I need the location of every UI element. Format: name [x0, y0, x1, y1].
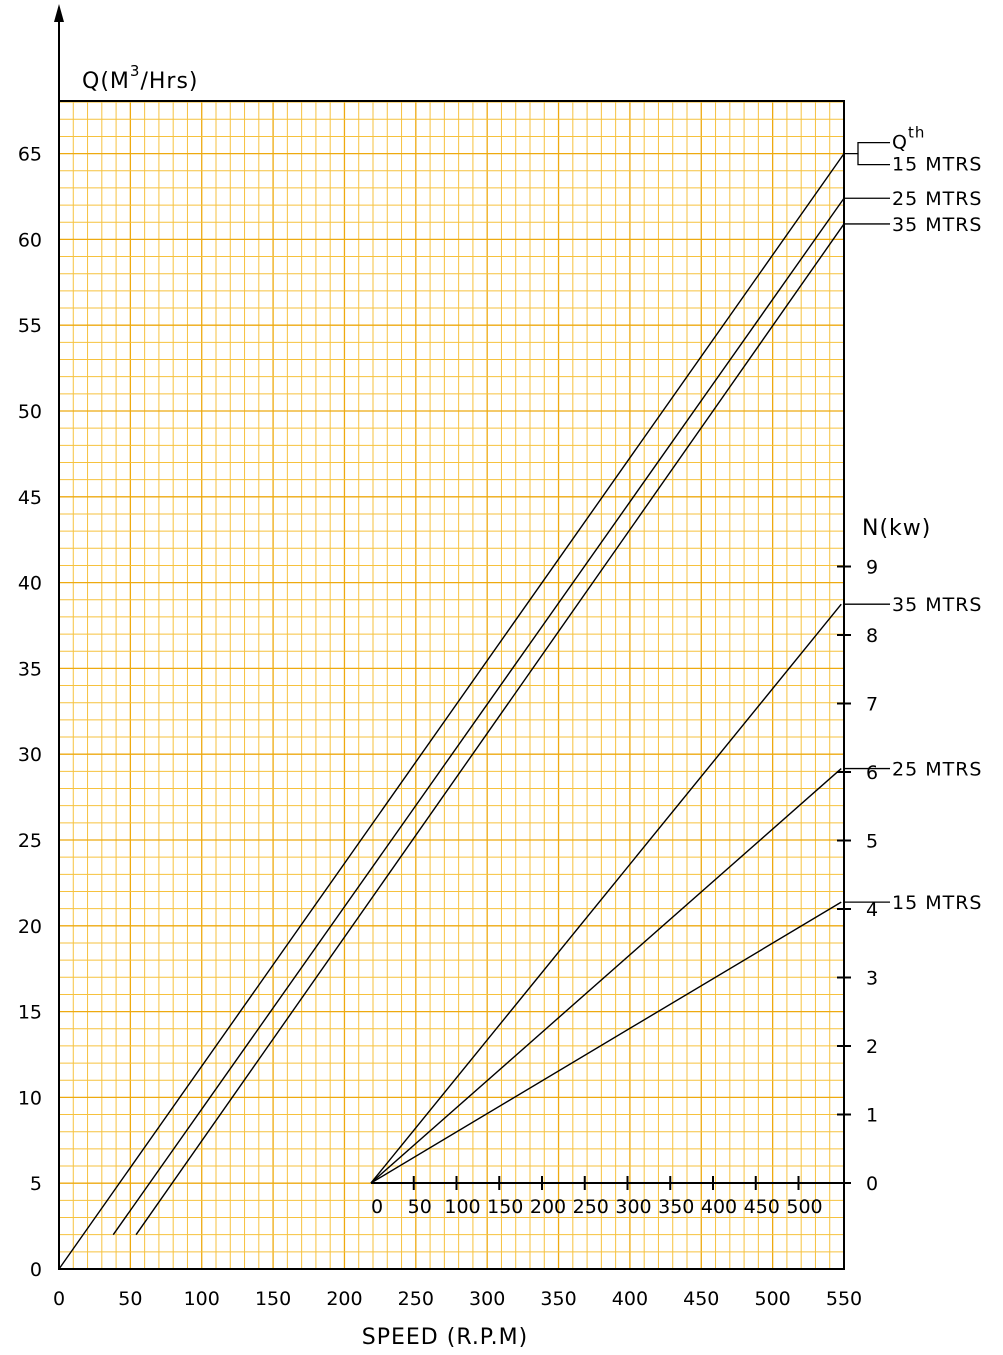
- flow-tick-label: 20: [18, 916, 42, 938]
- power-speed-tick-label: 350: [658, 1196, 694, 1218]
- flow-axis-title-sup: 3: [130, 62, 141, 80]
- flow-tick-label: 55: [18, 315, 42, 337]
- flow-tick-label: 10: [18, 1087, 42, 1109]
- power-tick-label: 3: [866, 968, 878, 990]
- power-series-line: [370, 768, 842, 1184]
- speed-tick-label: 250: [398, 1288, 434, 1310]
- flow-axis: Q(M3/Hrs) 0 5 10 15 20 25 30 35 40 45 50 55 60 65: [18, 4, 198, 1281]
- flow-tick-label: 40: [18, 573, 42, 595]
- speed-tick-label: 500: [755, 1288, 791, 1310]
- power-series-line: [370, 603, 842, 1184]
- series-label: 15 MTRS: [892, 154, 982, 176]
- speed-tick-label: 450: [683, 1288, 719, 1310]
- speed-tick-label: 0: [53, 1288, 65, 1310]
- flow-axis-title: Q(M3/Hrs): [82, 62, 198, 94]
- flow-tick-label: 35: [18, 658, 42, 680]
- power-tick-label: 4: [866, 899, 878, 921]
- speed-tick-label: 50: [118, 1288, 142, 1310]
- power-axis-ticks: 0 1 2 3 4 5 6 7 8 9: [837, 557, 878, 1195]
- power-tick-label: 1: [866, 1105, 878, 1127]
- power-speed-tick-label: 300: [615, 1196, 651, 1218]
- flow-series-line: [135, 223, 845, 1236]
- power-curves: [370, 603, 842, 1184]
- speed-axis-ticks: 0 50 100 150 200 250 300 350 400 450 500 550: [53, 1288, 862, 1310]
- power-speed-tick-label: 0: [371, 1196, 383, 1218]
- flow-tick-label: 30: [18, 744, 42, 766]
- speed-tick-label: 150: [255, 1288, 291, 1310]
- flow-tick-label: 25: [18, 830, 42, 852]
- series-label: Qth: [892, 124, 925, 154]
- power-speed-tick-label: 50: [408, 1196, 432, 1218]
- flow-tick-label: 0: [30, 1259, 42, 1281]
- speed-tick-label: 300: [469, 1288, 505, 1310]
- power-speed-axis: 0 50 100 150 200 250 300 350 400 450 500: [371, 1176, 844, 1218]
- flow-tick-label: 5: [30, 1173, 42, 1195]
- power-tick-label: 7: [866, 694, 878, 716]
- power-speed-axis-ticks: 0 50 100 150 200 250 300 350 400 450 500: [371, 1176, 823, 1218]
- flow-tick-label: 60: [18, 229, 42, 251]
- power-speed-tick-label: 100: [444, 1196, 480, 1218]
- series-leader-line: [844, 141, 890, 155]
- plot-frame: [58, 100, 845, 1270]
- power-axis-title: N(kw): [862, 516, 931, 541]
- chart-grid: [59, 101, 844, 1269]
- series-label: 35 MTRS: [892, 214, 982, 236]
- power-tick-label: 6: [866, 762, 878, 784]
- flow-axis-arrow-icon: [54, 4, 64, 22]
- power-tick-label: 8: [866, 625, 878, 647]
- flow-series-line: [58, 153, 845, 1270]
- power-speed-tick-label: 200: [530, 1196, 566, 1218]
- power-tick-label: 2: [866, 1036, 878, 1058]
- power-tick-label: 5: [866, 831, 878, 853]
- flow-series-line: [112, 197, 845, 1236]
- speed-tick-label: 550: [826, 1288, 862, 1310]
- speed-tick-label: 200: [326, 1288, 362, 1310]
- series-label-prefix: Q: [892, 132, 908, 154]
- power-tick-label: 9: [866, 557, 878, 579]
- series-label: 25 MTRS: [892, 188, 982, 210]
- power-speed-tick-label: 150: [487, 1196, 523, 1218]
- flow-curves: [58, 153, 845, 1270]
- power-axis: N(kw) 0 1 2 3 4 5 6 7 8 9: [837, 516, 931, 1195]
- power-speed-tick-label: 500: [786, 1196, 822, 1218]
- speed-tick-label: 400: [612, 1288, 648, 1310]
- series-label: 35 MTRS: [892, 594, 982, 616]
- power-speed-tick-label: 450: [744, 1196, 780, 1218]
- flow-axis-title-prefix: Q(M: [82, 69, 130, 94]
- power-tick-label: 0: [866, 1173, 878, 1195]
- speed-axis-title: SPEED (R.P.M): [362, 1325, 528, 1350]
- flow-tick-label: 50: [18, 401, 42, 423]
- power-speed-tick-label: 400: [701, 1196, 737, 1218]
- flow-axis-ticks: 0 5 10 15 20 25 30 35 40 45 50 55 60 65: [18, 144, 42, 1281]
- flow-tick-label: 45: [18, 487, 42, 509]
- flow-tick-label: 65: [18, 144, 42, 166]
- series-label: 15 MTRS: [892, 892, 982, 914]
- speed-axis: 0 50 100 150 200 250 300 350 400 450 500 550 SPEED …: [53, 1288, 862, 1350]
- flow-tick-label: 15: [18, 1002, 42, 1024]
- series-leader-line: [857, 153, 890, 166]
- power-series-line: [370, 901, 842, 1184]
- series-label-sup: th: [908, 124, 925, 142]
- flow-axis-title-suffix: /Hrs): [140, 69, 198, 94]
- speed-tick-label: 350: [540, 1288, 576, 1310]
- power-speed-tick-label: 250: [573, 1196, 609, 1218]
- series-label: 25 MTRS: [892, 759, 982, 781]
- speed-tick-label: 100: [184, 1288, 220, 1310]
